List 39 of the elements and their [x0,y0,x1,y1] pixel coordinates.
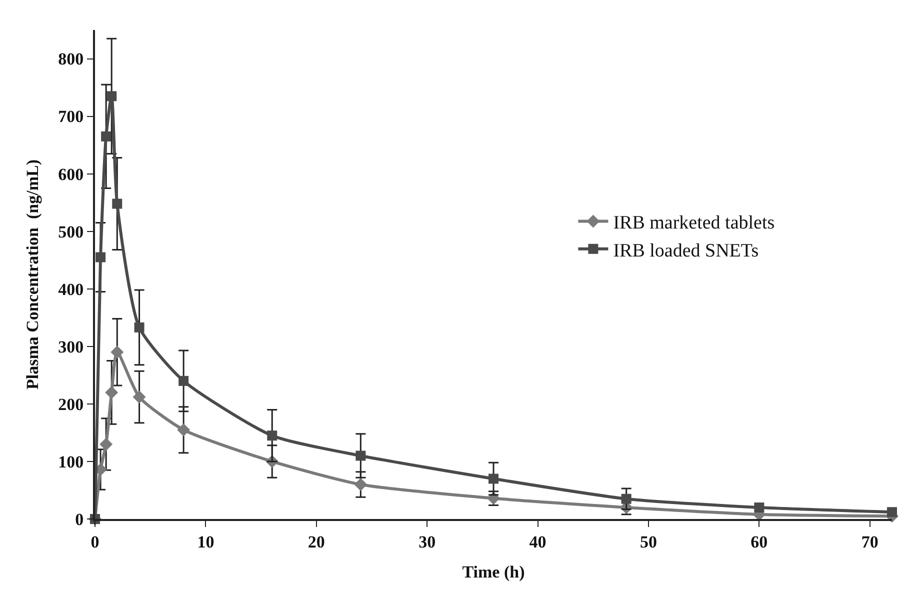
point [177,423,190,436]
y-tick-label: 200 [58,394,84,414]
x-tick-label: 40 [529,532,546,552]
x-tick-label: 30 [418,532,436,552]
x-axis-title: Time (h) [462,562,525,582]
point [112,198,122,209]
y-tick-label: 800 [58,50,84,69]
point [96,252,106,262]
point [178,376,189,386]
point [887,507,897,518]
point [132,390,146,404]
legend-label: IRB marketed tablets [613,212,775,234]
x-tick-label: 50 [640,532,657,552]
point [134,322,144,332]
point [106,91,117,102]
legend-label: IRB loaded SNETs [613,240,759,262]
point [101,131,112,142]
y-tick-label: 600 [58,164,84,184]
point [110,346,124,359]
point [754,502,764,512]
y-tick-label: 400 [58,280,84,299]
x-tick-label: 0 [90,532,100,552]
point [356,450,366,461]
x-tick-label: 70 [861,532,878,552]
x-tick-label: 20 [308,532,325,552]
y-tick-label: 100 [58,452,84,472]
y-tick-label: 700 [58,107,84,126]
point [267,430,278,441]
y-axis-title: Plasma Concentration (ng/mL) [23,160,42,390]
point [354,478,368,491]
x-tick-label: 10 [197,532,214,552]
x-tick-label: 60 [750,532,768,552]
y-tick-label: 0 [75,510,84,529]
point [100,438,113,451]
y-tick-label: 300 [58,337,84,356]
point [105,386,118,399]
y-tick-label: 500 [58,222,84,242]
point [621,494,632,504]
point [488,474,498,484]
